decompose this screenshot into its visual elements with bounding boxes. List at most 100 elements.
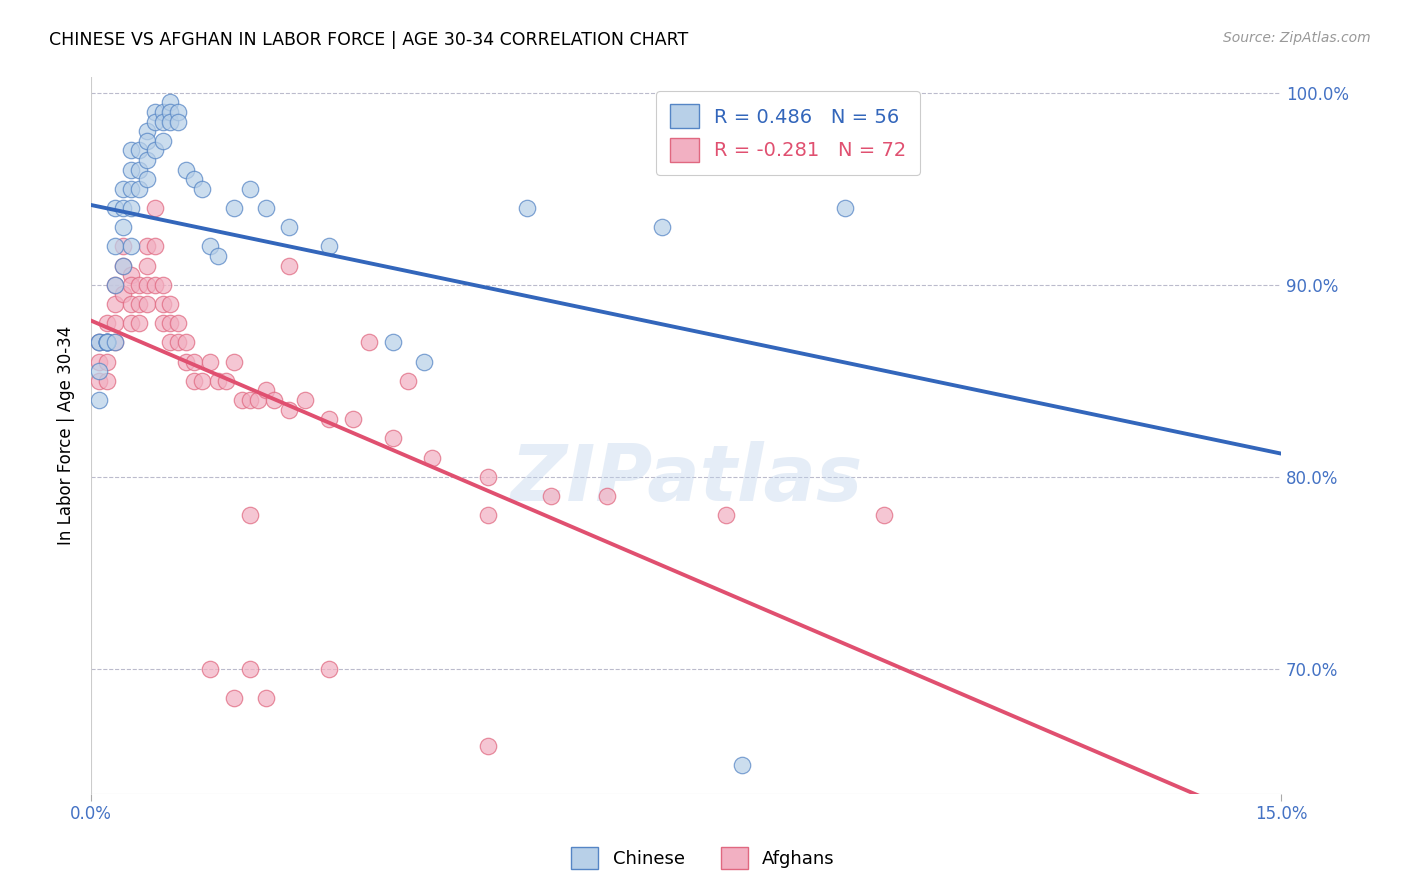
Point <box>198 662 221 676</box>
Point <box>222 690 245 705</box>
Point <box>120 144 142 158</box>
Point <box>516 201 538 215</box>
Point <box>176 354 198 368</box>
Point <box>120 297 142 311</box>
Point <box>143 201 166 215</box>
Point <box>254 201 277 215</box>
Point <box>143 277 166 292</box>
Point <box>104 297 127 311</box>
Point <box>318 412 340 426</box>
Point <box>87 335 110 350</box>
Point <box>120 201 142 215</box>
Text: Source: ZipAtlas.com: Source: ZipAtlas.com <box>1223 31 1371 45</box>
Point <box>215 374 238 388</box>
Point <box>357 335 380 350</box>
Point <box>152 114 174 128</box>
Point <box>342 412 364 426</box>
Point <box>135 172 157 186</box>
Point <box>231 392 253 407</box>
Text: CHINESE VS AFGHAN IN LABOR FORCE | AGE 30-34 CORRELATION CHART: CHINESE VS AFGHAN IN LABOR FORCE | AGE 3… <box>49 31 689 49</box>
Point <box>167 316 190 330</box>
Point <box>104 335 127 350</box>
Point <box>167 335 190 350</box>
Legend: Chinese, Afghans: Chinese, Afghans <box>562 838 844 879</box>
Point <box>87 374 110 388</box>
Point <box>87 354 110 368</box>
Point <box>128 316 150 330</box>
Point <box>873 508 896 523</box>
Point <box>198 354 221 368</box>
Point <box>318 662 340 676</box>
Point <box>159 114 181 128</box>
Point <box>104 335 127 350</box>
Text: ZIPatlas: ZIPatlas <box>510 441 862 516</box>
Point <box>135 153 157 167</box>
Point <box>104 316 127 330</box>
Point <box>152 105 174 120</box>
Point <box>278 259 301 273</box>
Point <box>96 374 118 388</box>
Point <box>413 354 436 368</box>
Point <box>183 374 205 388</box>
Point <box>96 316 118 330</box>
Point <box>396 374 419 388</box>
Point <box>159 297 181 311</box>
Point <box>152 297 174 311</box>
Point <box>128 277 150 292</box>
Point <box>278 402 301 417</box>
Point <box>167 105 190 120</box>
Point <box>420 450 443 465</box>
Point <box>120 268 142 283</box>
Point <box>294 392 316 407</box>
Legend: R = 0.486   N = 56, R = -0.281   N = 72: R = 0.486 N = 56, R = -0.281 N = 72 <box>657 91 921 175</box>
Point <box>96 335 118 350</box>
Point <box>596 489 619 503</box>
Point <box>152 134 174 148</box>
Point <box>263 392 285 407</box>
Point <box>111 259 134 273</box>
Point <box>135 239 157 253</box>
Point <box>120 182 142 196</box>
Point <box>477 508 499 523</box>
Point <box>239 182 262 196</box>
Point <box>143 239 166 253</box>
Point <box>120 316 142 330</box>
Y-axis label: In Labor Force | Age 30-34: In Labor Force | Age 30-34 <box>58 326 75 545</box>
Point <box>128 162 150 177</box>
Point <box>143 144 166 158</box>
Point <box>143 105 166 120</box>
Point <box>222 354 245 368</box>
Point <box>254 384 277 398</box>
Point <box>104 201 127 215</box>
Point <box>278 220 301 235</box>
Point <box>834 201 856 215</box>
Point <box>254 690 277 705</box>
Point <box>152 316 174 330</box>
Point <box>135 277 157 292</box>
Point <box>87 335 110 350</box>
Point <box>191 374 214 388</box>
Point <box>104 277 127 292</box>
Point <box>135 124 157 138</box>
Point <box>111 182 134 196</box>
Point <box>176 335 198 350</box>
Point <box>104 277 127 292</box>
Point <box>207 374 229 388</box>
Point <box>96 354 118 368</box>
Point <box>128 182 150 196</box>
Point <box>135 134 157 148</box>
Point <box>239 508 262 523</box>
Point <box>207 249 229 263</box>
Point <box>111 239 134 253</box>
Point <box>159 316 181 330</box>
Point <box>120 162 142 177</box>
Point <box>651 220 673 235</box>
Point <box>246 392 269 407</box>
Point <box>104 239 127 253</box>
Point <box>159 95 181 110</box>
Point <box>111 259 134 273</box>
Point <box>239 662 262 676</box>
Point <box>96 335 118 350</box>
Point <box>111 201 134 215</box>
Point <box>222 201 245 215</box>
